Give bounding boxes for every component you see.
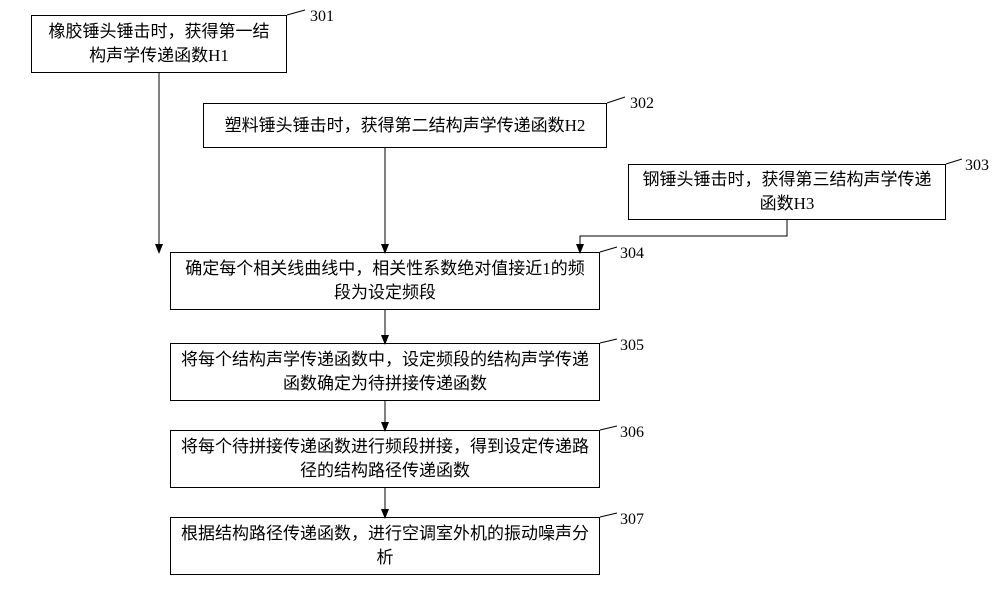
node-304-label: 304 [620,245,644,263]
node-304: 确定每个相关线曲线中，相关性系数绝对值接近1的频段为设定频段 [170,252,600,310]
node-304-text: 确定每个相关线曲线中，相关性系数绝对值接近1的频段为设定频段 [181,257,589,305]
node-303-text: 钢锤头锤击时，获得第三结构声学传递函数H3 [639,168,935,216]
node-303-label: 303 [965,157,989,175]
node-301-label: 301 [310,8,334,26]
node-301: 橡胶锤头锤击时，获得第一结构声学传递函数H1 [31,15,287,73]
node-305-label: 305 [620,337,644,355]
node-307-text: 根据结构路径传递函数，进行空调室外机的振动噪声分析 [181,522,589,570]
node-302-text: 塑料锤头锤击时，获得第二结构声学传递函数H2 [225,114,586,138]
flowchart-canvas: 橡胶锤头锤击时，获得第一结构声学传递函数H1 301 塑料锤头锤击时，获得第二结… [0,0,1000,589]
node-306-label: 306 [620,424,644,442]
node-305: 将每个结构声学传递函数中，设定频段的结构声学传递函数确定为待拼接传递函数 [170,343,600,401]
node-307-label: 307 [620,511,644,529]
node-307: 根据结构路径传递函数，进行空调室外机的振动噪声分析 [170,517,600,575]
node-305-text: 将每个结构声学传递函数中，设定频段的结构声学传递函数确定为待拼接传递函数 [181,348,589,396]
node-306-text: 将每个待拼接传递函数进行频段拼接，得到设定传递路径的结构路径传递函数 [181,435,589,483]
node-302: 塑料锤头锤击时，获得第二结构声学传递函数H2 [203,103,607,148]
node-303: 钢锤头锤击时，获得第三结构声学传递函数H3 [628,164,946,220]
node-306: 将每个待拼接传递函数进行频段拼接，得到设定传递路径的结构路径传递函数 [170,430,600,488]
node-302-label: 302 [630,95,654,113]
node-301-text: 橡胶锤头锤击时，获得第一结构声学传递函数H1 [42,20,276,68]
